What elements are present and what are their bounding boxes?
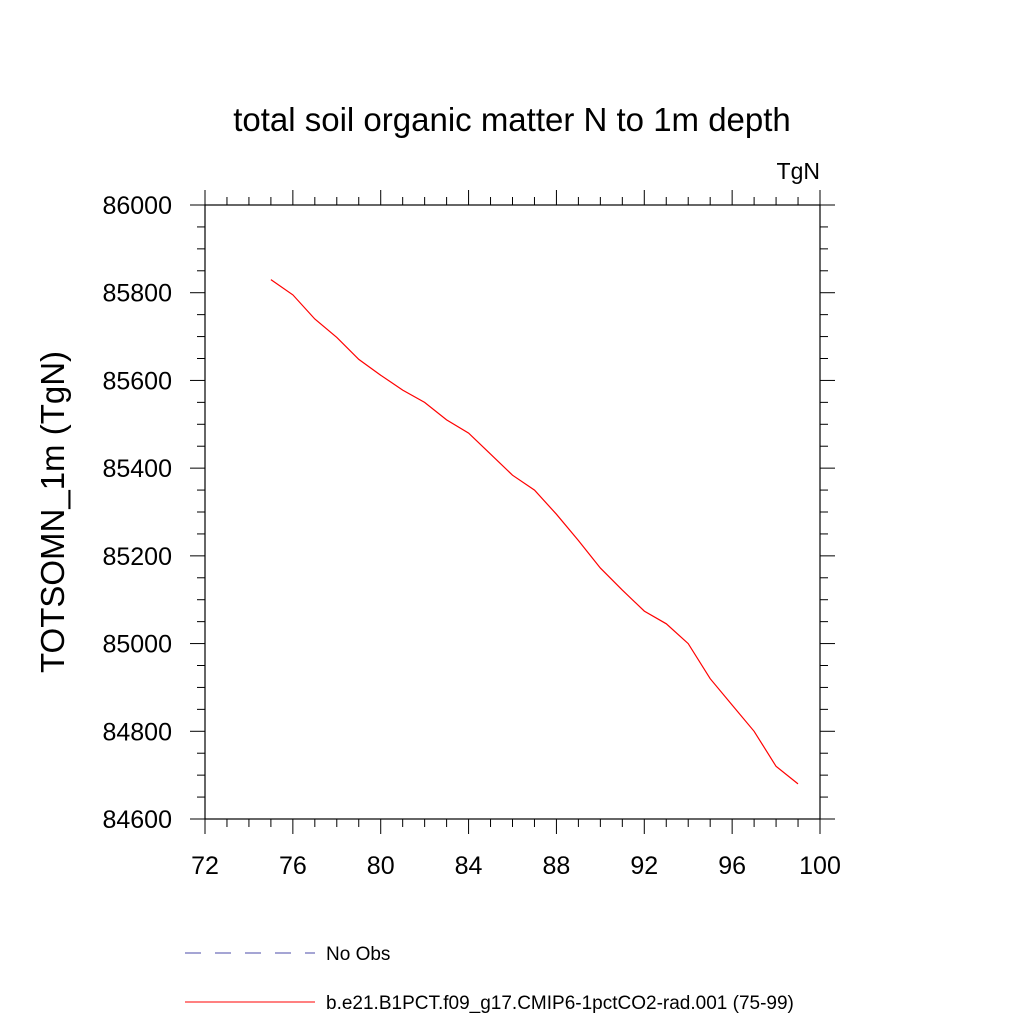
x-tick-label: 88 — [543, 852, 571, 880]
series-line-1 — [270, 279, 799, 785]
x-tick-label: 80 — [367, 852, 395, 880]
y-tick-label: 84800 — [102, 718, 172, 746]
plot-frame — [204, 204, 821, 820]
x-tick-label: 96 — [718, 852, 746, 880]
y-tick-label: 85400 — [102, 455, 172, 483]
legend-label-model: b.e21.B1PCT.f09_g17.CMIP6-1pctCO2-rad.00… — [326, 993, 794, 1014]
x-tick-label: 84 — [455, 852, 483, 880]
x-tick-label: 92 — [630, 852, 658, 880]
y-axis-label: TOTSOMN_1m (TgN) — [34, 351, 71, 673]
legend-label-no-obs: No Obs — [326, 944, 390, 965]
y-tick-label: 85000 — [102, 631, 172, 659]
y-tick-label: 84600 — [102, 806, 172, 834]
axis-ticks: 72 76 80 84 88 92 96 100 84600 84800 85000 85200 854… — [102, 190, 841, 880]
x-tick-label: 76 — [279, 852, 307, 880]
y-tick-label: 85600 — [102, 367, 172, 395]
y-tick-label: 86000 — [102, 192, 172, 220]
plot-lines — [270, 279, 799, 785]
x-tick-label: 100 — [799, 852, 841, 880]
legend: No Obs b.e21.B1PCT.f09_g17.CMIP6-1pctCO2… — [185, 944, 794, 1014]
y-tick-label: 85200 — [102, 543, 172, 571]
x-tick-label: 72 — [191, 852, 219, 880]
units-label: TgN — [777, 158, 820, 184]
chart-title: total soil organic matter N to 1m depth — [233, 101, 791, 138]
y-tick-label: 85800 — [102, 280, 172, 308]
